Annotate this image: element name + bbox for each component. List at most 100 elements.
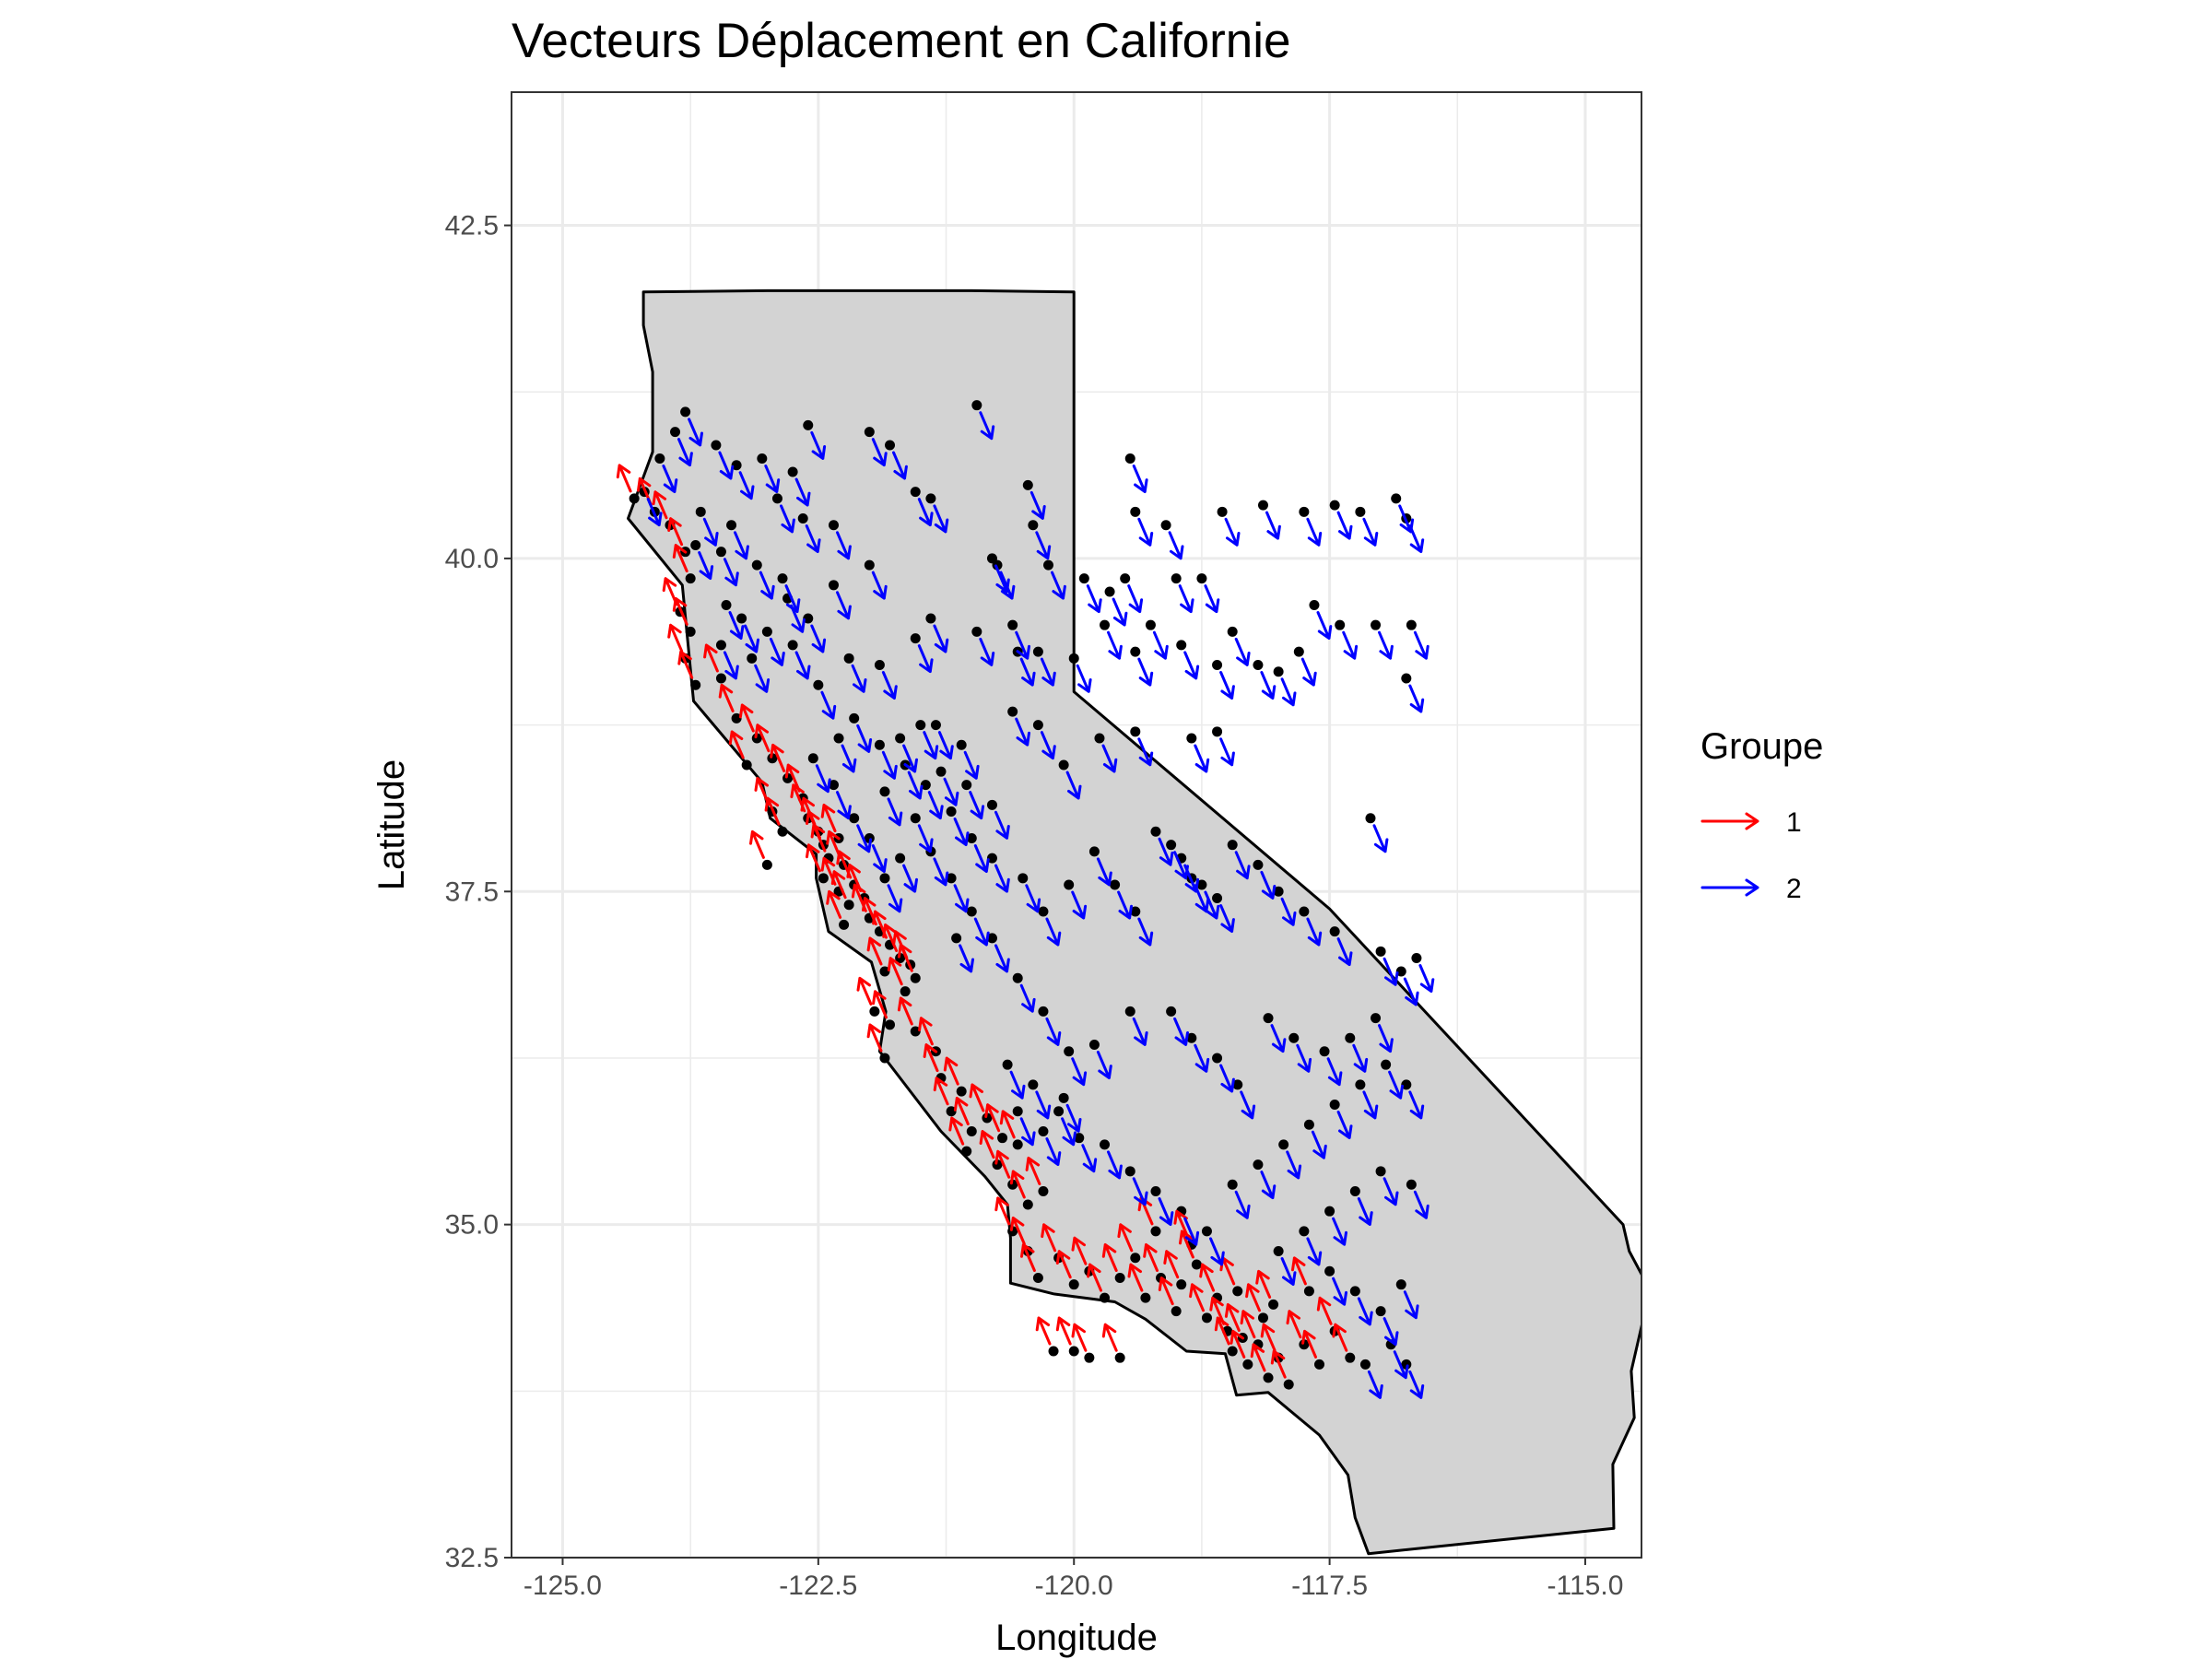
station-point	[1299, 506, 1310, 517]
station-point	[1176, 640, 1187, 651]
vector-group-2	[836, 791, 852, 820]
vector-group-2	[943, 777, 959, 806]
station-point	[1299, 906, 1310, 917]
vector-group-2	[973, 844, 990, 873]
vector-group-2	[780, 504, 795, 534]
vector-group-1	[1009, 1217, 1026, 1245]
vector-group-2	[1183, 1217, 1200, 1246]
station-point	[895, 853, 906, 864]
station-point	[1068, 1346, 1079, 1357]
station-point	[1130, 506, 1141, 517]
vector-group-1	[872, 990, 888, 1019]
station-point	[797, 513, 808, 524]
station-point	[1160, 520, 1171, 531]
vector-group-2	[1311, 1130, 1327, 1159]
vector-group-2	[1332, 1277, 1347, 1306]
station-point	[1110, 879, 1121, 890]
vector-group-2	[1096, 857, 1112, 887]
vector-group-2	[917, 498, 934, 527]
station-point	[1176, 1279, 1187, 1290]
vector-group-2	[1137, 657, 1154, 687]
station-point	[1028, 520, 1039, 531]
vector-group-1	[1260, 1323, 1277, 1352]
y-tick-label: 35.0	[445, 1210, 499, 1241]
station-point	[925, 613, 936, 624]
station-point	[910, 972, 921, 983]
station-point	[761, 859, 772, 870]
vector-group-2	[979, 637, 995, 666]
station-point	[803, 419, 814, 430]
station-point	[1253, 859, 1264, 870]
station-point	[767, 753, 778, 764]
vector-group-1	[887, 957, 903, 986]
station-point	[1068, 653, 1079, 664]
station-point	[1064, 879, 1075, 890]
vector-group-2	[1357, 1197, 1373, 1226]
vector-group-2	[1040, 657, 1056, 687]
vector-group-2	[1030, 490, 1046, 520]
station-point	[1078, 573, 1089, 584]
station-point	[787, 640, 798, 651]
station-point	[1171, 573, 1182, 584]
vector-group-1	[999, 1110, 1016, 1139]
station-point	[1242, 1359, 1253, 1370]
vector-group-1	[1270, 1349, 1287, 1379]
station-point	[1124, 453, 1135, 464]
station-point	[1268, 1299, 1279, 1310]
station-point	[1345, 1352, 1356, 1363]
vector-group-2	[723, 651, 739, 680]
station-point	[654, 453, 665, 464]
station-point	[711, 440, 722, 451]
vector-group-1	[1020, 1243, 1036, 1272]
vector-group-1	[738, 703, 755, 733]
vector-group-2	[887, 797, 903, 827]
vector-group-1	[652, 490, 668, 520]
station-point	[771, 493, 782, 504]
x-tick-label: -122.5	[779, 1571, 857, 1601]
station-point	[731, 460, 742, 471]
vector-group-2	[999, 571, 1016, 600]
station-point	[1186, 733, 1197, 744]
vector-group-2	[923, 731, 939, 760]
vector-group-2	[815, 764, 831, 794]
station-point	[1120, 573, 1131, 584]
station-point	[1032, 646, 1043, 657]
station-point	[992, 559, 1003, 571]
vector-group-1	[1250, 1343, 1266, 1372]
station-point	[869, 1006, 880, 1017]
vector-group-2	[1209, 1237, 1225, 1266]
station-point	[1007, 706, 1018, 717]
vector-group-2	[1019, 657, 1036, 687]
station-point	[715, 673, 726, 684]
vector-group-2	[1332, 1217, 1347, 1246]
station-point	[1375, 1166, 1386, 1177]
vector-group-1	[754, 724, 771, 753]
x-axis-title: Longitude	[995, 1618, 1158, 1658]
station-point	[1212, 893, 1223, 903]
vector-group-2	[1413, 1190, 1430, 1219]
vector-group-2	[794, 477, 811, 507]
station-point	[1227, 1179, 1238, 1190]
x-tick-label: -125.0	[524, 1571, 602, 1601]
vector-group-2	[1009, 1070, 1026, 1100]
vector-group-2	[1158, 1197, 1174, 1226]
vector-group-2	[1326, 1057, 1343, 1087]
legend-key-2	[1700, 878, 1759, 897]
vector-group-1	[770, 743, 786, 772]
vector-group-1	[918, 1017, 934, 1046]
station-point	[1150, 1186, 1161, 1196]
vector-group-2	[1127, 584, 1144, 614]
station-point	[1124, 1006, 1135, 1017]
station-point	[1114, 1352, 1125, 1363]
vector-group-1	[984, 1103, 1001, 1133]
station-point	[1217, 506, 1228, 517]
vector-group-1	[866, 936, 883, 966]
vector-group-1	[897, 996, 913, 1026]
station-point	[997, 1133, 1008, 1144]
vector-group-2	[1137, 517, 1154, 547]
vector-group-2	[646, 498, 663, 527]
vector-group-2	[1065, 771, 1082, 800]
vector-group-1	[1224, 1303, 1241, 1332]
station-point	[761, 626, 772, 637]
station-point	[1130, 646, 1141, 657]
